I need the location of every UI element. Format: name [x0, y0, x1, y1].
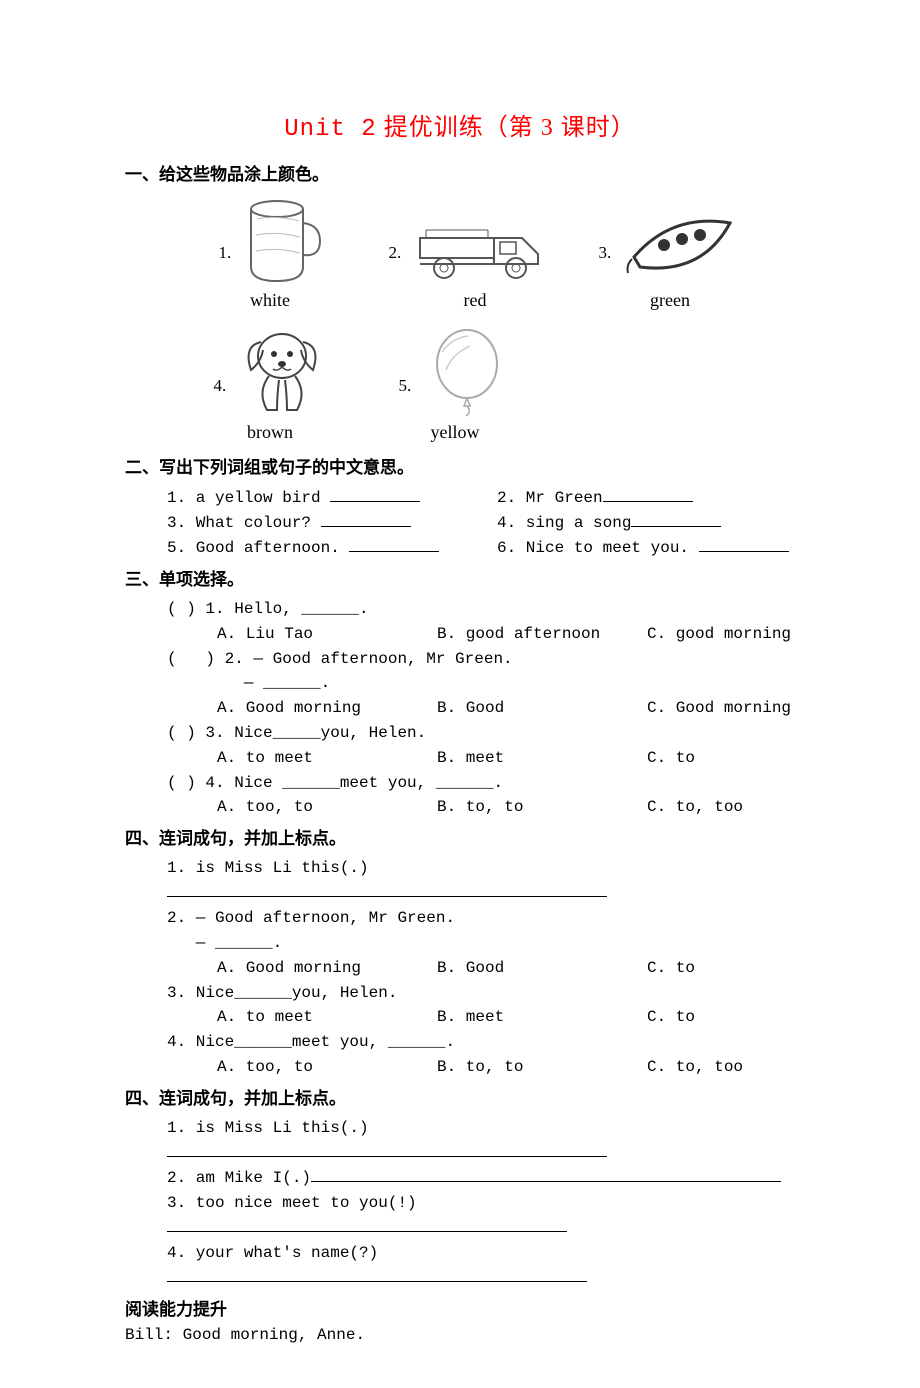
caption: brown: [247, 422, 293, 442]
sec4a-q3: 3. Nice______you, Helen.: [167, 981, 795, 1006]
opt-b[interactable]: B. to, to: [437, 1055, 647, 1080]
blank[interactable]: [699, 536, 789, 552]
reading-heading: 阅读能力提升: [125, 1297, 795, 1323]
sec4a-q1: 1. is Miss Li this(.): [167, 856, 795, 906]
sec2-row: 1. a yellow bird 2. Mr Green: [167, 486, 795, 511]
section4a-heading: 四、连词成句，并加上标点。: [125, 826, 795, 852]
item-number: 4.: [214, 373, 227, 399]
q-text: 1. is Miss Li this(.): [167, 859, 369, 877]
opt-c[interactable]: C. good morning: [647, 622, 791, 647]
opt-b[interactable]: B. good afternoon: [437, 622, 647, 647]
blank[interactable]: [167, 1141, 607, 1157]
sec4a-q4: 4. Nice______meet you, ______.: [167, 1030, 795, 1055]
q2-stem2: — ______.: [167, 671, 795, 696]
peapod-icon: [622, 205, 742, 285]
q4-options: A. too, to B. to, to C. to, too: [217, 795, 795, 820]
sec4b-q4: 4. your what's name(?): [167, 1241, 795, 1291]
sec2-right: 4. sing a song: [497, 514, 631, 532]
opt-a[interactable]: A. too, to: [217, 1055, 437, 1080]
sec4b-q3: 3. too nice meet to you(!): [167, 1191, 795, 1241]
sec4a-opts3: A. to meet B. meet C. to: [217, 1005, 795, 1030]
q-text: 2. am Mike I(.): [167, 1169, 311, 1187]
sec4a-q2b: — ______.: [167, 931, 795, 956]
blank[interactable]: [311, 1166, 781, 1182]
sec2-left: 3. What colour?: [167, 514, 321, 532]
opt-b[interactable]: B. to, to: [437, 795, 647, 820]
image-row-1: 1. 2.: [175, 195, 795, 285]
opt-c[interactable]: C. to, too: [647, 1055, 743, 1080]
opt-c[interactable]: C. to: [647, 956, 695, 981]
truck-icon: [412, 200, 562, 285]
q3-options: A. to meet B. meet C. to: [217, 746, 795, 771]
item-number: 1.: [219, 240, 232, 266]
section4b-heading: 四、连词成句，并加上标点。: [125, 1086, 795, 1112]
blank[interactable]: [167, 1266, 587, 1282]
sec2-row: 3. What colour? 4. sing a song: [167, 511, 795, 536]
q4-stem: ( ) 4. Nice ______meet you, ______.: [167, 771, 795, 796]
opt-c[interactable]: C. to, too: [647, 795, 743, 820]
opt-b[interactable]: B. meet: [437, 1005, 647, 1030]
blank[interactable]: [167, 881, 607, 897]
blank[interactable]: [330, 486, 420, 502]
puppy-icon: [237, 322, 327, 417]
opt-a[interactable]: A. to meet: [217, 746, 437, 771]
item-number: 2.: [389, 240, 402, 266]
q2-options: A. Good morning B. Good C. Good morning: [217, 696, 795, 721]
title-en: Unit 2: [284, 116, 376, 143]
q1-options: A. Liu Tao B. good afternoon C. good mor…: [217, 622, 795, 647]
q-text: 3. too nice meet to you(!): [167, 1194, 417, 1212]
sec4a-opts4: A. too, to B. to, to C. to, too: [217, 1055, 795, 1080]
opt-a[interactable]: A. Good morning: [217, 956, 437, 981]
sec2-right: 2. Mr Green: [497, 489, 603, 507]
sec2-left: 5. Good afternoon.: [167, 539, 349, 557]
opt-b[interactable]: B. Good: [437, 956, 647, 981]
opt-a[interactable]: A. Liu Tao: [217, 622, 437, 647]
q-text: 1. is Miss Li this(.): [167, 1119, 369, 1137]
q1-stem: ( ) 1. Hello, ______.: [167, 597, 795, 622]
section2-heading: 二、写出下列词组或句子的中文意思。: [125, 455, 795, 481]
opt-c[interactable]: C. to: [647, 746, 695, 771]
caption: red: [464, 290, 487, 310]
opt-a[interactable]: A. too, to: [217, 795, 437, 820]
section3-heading: 三、单项选择。: [125, 567, 795, 593]
sec2-right: 6. Nice to meet you.: [497, 539, 699, 557]
blank[interactable]: [349, 536, 439, 552]
caption: green: [650, 290, 690, 310]
caption: yellow: [431, 422, 480, 442]
caption: white: [250, 290, 290, 310]
opt-b[interactable]: B. meet: [437, 746, 647, 771]
balloon-icon: [422, 322, 512, 417]
blank[interactable]: [603, 486, 693, 502]
mug-icon: [242, 195, 322, 285]
opt-a[interactable]: A. Good morning: [217, 696, 437, 721]
opt-b[interactable]: B. Good: [437, 696, 647, 721]
sec4a-opts2: A. Good morning B. Good C. to: [217, 956, 795, 981]
section1-heading: 一、给这些物品涂上颜色。: [125, 162, 795, 188]
sec4b-q2: 2. am Mike I(.): [167, 1166, 795, 1191]
blank[interactable]: [167, 1216, 567, 1232]
caption-row-2: brown yellow: [175, 419, 795, 447]
worksheet-page: Unit 2 提优训练（第 3 课时） 一、给这些物品涂上颜色。 1. 2.: [0, 0, 920, 1388]
opt-c[interactable]: C. to: [647, 1005, 695, 1030]
sec4b-q1: 1. is Miss Li this(.): [167, 1116, 795, 1166]
blank[interactable]: [631, 511, 721, 527]
q2-stem1: ( ) 2. — Good afternoon, Mr Green.: [167, 647, 795, 672]
image-row-2: 4. 5.: [175, 322, 795, 417]
opt-c[interactable]: C. Good morning: [647, 696, 791, 721]
sec4a-q2a: 2. — Good afternoon, Mr Green.: [167, 906, 795, 931]
sec2-row: 5. Good afternoon. 6. Nice to meet you.: [167, 536, 795, 561]
opt-a[interactable]: A. to meet: [217, 1005, 437, 1030]
sec2-left: 1. a yellow bird: [167, 489, 330, 507]
title-cn: 提优训练（第 3 课时）: [377, 115, 636, 141]
item-number: 3.: [599, 240, 612, 266]
item-number: 5.: [399, 373, 412, 399]
q-text: 4. your what's name(?): [167, 1244, 378, 1262]
page-title: Unit 2 提优训练（第 3 课时）: [125, 110, 795, 148]
blank[interactable]: [321, 511, 411, 527]
reading-line: Bill: Good morning, Anne.: [125, 1323, 795, 1348]
q3-stem: ( ) 3. Nice_____you, Helen.: [167, 721, 795, 746]
caption-row-1: white red green: [175, 287, 795, 315]
